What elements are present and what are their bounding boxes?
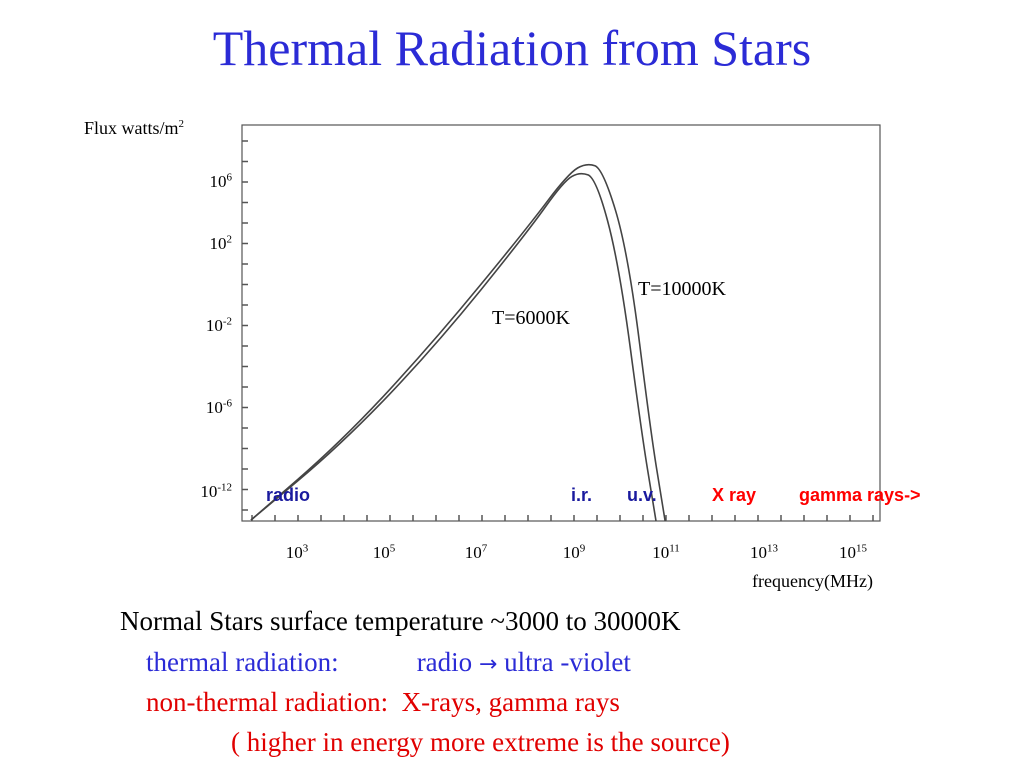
x-tick-label: 107 bbox=[464, 542, 488, 562]
y-tick-label: 10-2 bbox=[205, 315, 232, 335]
note-line-thermal: thermal radiation: radio → ultra -violet bbox=[146, 647, 631, 677]
note-line-nonthermal: non-thermal radiation: X-rays, gamma ray… bbox=[146, 687, 620, 717]
x-tick-label: 105 bbox=[372, 542, 396, 562]
x-tick-label: 1013 bbox=[750, 542, 778, 562]
y-tick-label: 10-12 bbox=[200, 481, 232, 501]
plot-frame bbox=[241, 124, 881, 522]
y-tick-label: 10-6 bbox=[205, 397, 232, 417]
band-label-radio: radio bbox=[266, 485, 311, 505]
band-label-ir: i.r. bbox=[571, 485, 593, 505]
note-line-temperature: Normal Stars surface temperature ~3000 t… bbox=[120, 606, 681, 636]
series-line-6000k bbox=[250, 172, 657, 521]
axis-ticks bbox=[242, 140, 874, 521]
x-tick-label: 1011 bbox=[652, 542, 680, 562]
x-tick-label: 109 bbox=[562, 542, 586, 562]
y-tick-label: 106 bbox=[209, 171, 233, 191]
curve-label-10000k: T=10000K bbox=[638, 278, 726, 300]
band-label-uv: u.v. bbox=[627, 485, 657, 505]
series-line-10000k bbox=[250, 163, 666, 521]
note-line-energy: ( higher in energy more extreme is the s… bbox=[231, 727, 730, 757]
x-tick-label: 1015 bbox=[839, 542, 867, 562]
x-tick-label: 103 bbox=[285, 542, 309, 562]
y-axis-label: Flux watts/m2 bbox=[84, 118, 185, 138]
y-tick-label: 102 bbox=[209, 233, 233, 253]
x-axis-label: frequency(MHz) bbox=[752, 571, 873, 591]
right-arrow-icon: → bbox=[478, 652, 498, 677]
curve-label-6000k: T=6000K bbox=[492, 307, 570, 329]
page-title: Thermal Radiation from Stars bbox=[212, 20, 812, 76]
band-label-xray: X ray bbox=[712, 485, 757, 505]
curves bbox=[250, 163, 666, 521]
band-label-gamma: gamma rays-> bbox=[799, 485, 921, 505]
